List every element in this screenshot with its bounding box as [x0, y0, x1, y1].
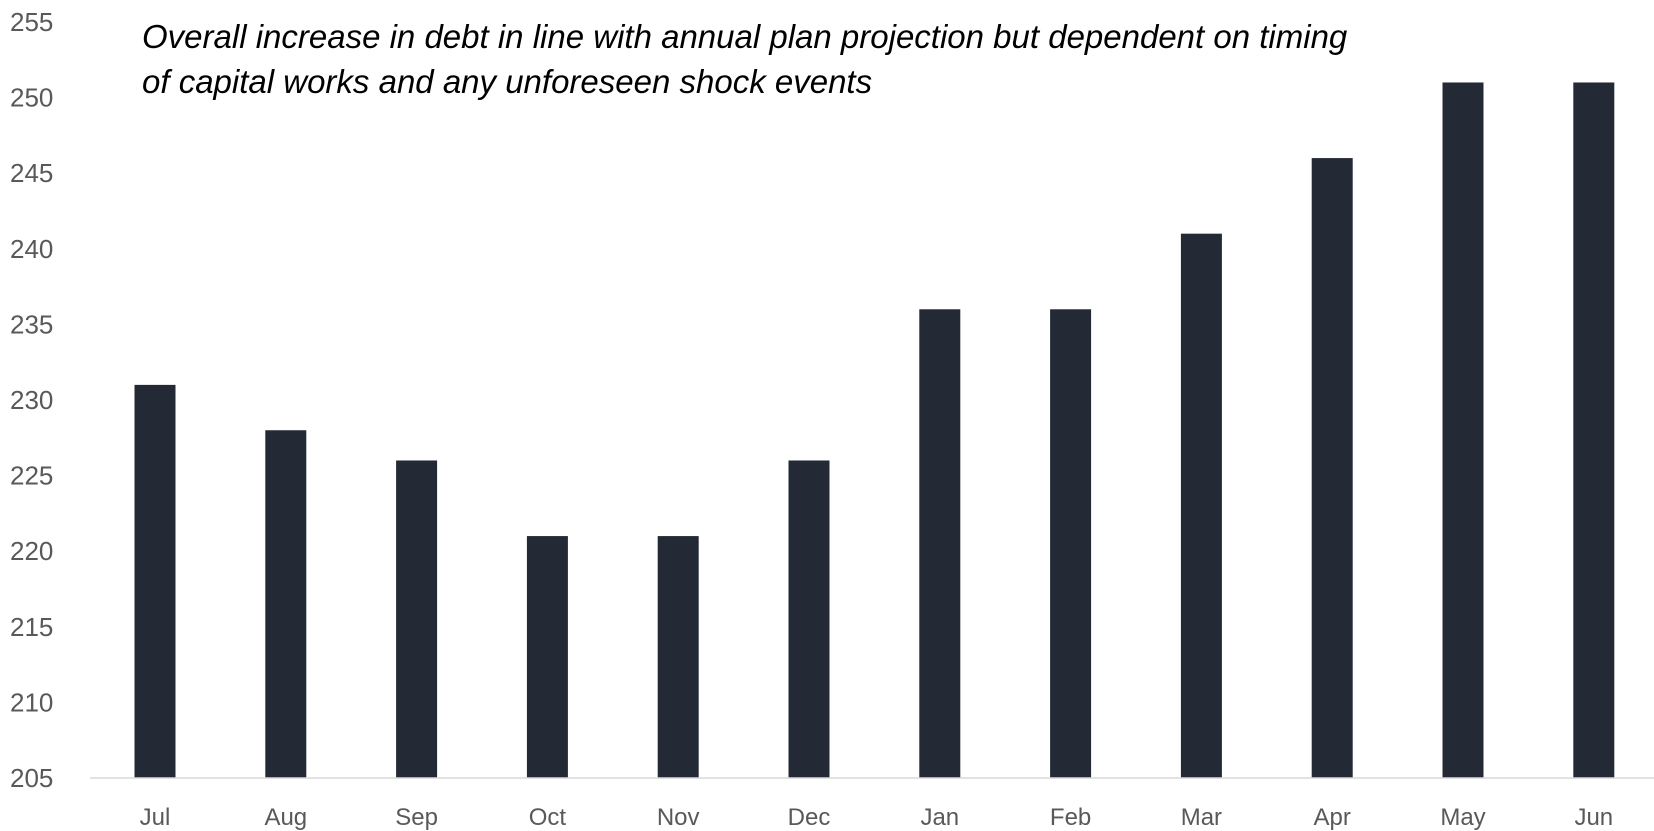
y-tick-label: 255: [10, 7, 53, 37]
y-tick-label: 245: [10, 158, 53, 188]
y-tick-label: 240: [10, 234, 53, 264]
x-tick-label-jun: Jun: [1574, 804, 1613, 831]
bar-may: [1442, 82, 1484, 779]
bar-aug: [265, 430, 307, 778]
bar-feb: [1050, 309, 1092, 778]
chart-title-line-2: of capital works and any unforeseen shoc…: [142, 63, 872, 100]
x-tick-label-dec: Dec: [788, 804, 831, 831]
x-tick-label-jan: Jan: [920, 804, 959, 831]
bars: [134, 82, 1615, 779]
x-axis: Jul Aug Sep Oct Nov Dec Jan Feb Mar Apr May Jun: [140, 804, 1613, 831]
chart-title-line-1: Overall increase in debt in line with an…: [142, 18, 1348, 55]
x-tick-label-jul: Jul: [140, 804, 171, 831]
bar-apr: [1311, 158, 1353, 778]
bar-oct: [526, 536, 568, 778]
y-axis: 205 210 215 220 225 230 235 240 245 250 255: [10, 7, 53, 793]
x-tick-label-mar: Mar: [1181, 804, 1222, 831]
y-tick-label: 225: [10, 461, 53, 491]
y-tick-label: 230: [10, 385, 53, 415]
x-tick-label-sep: Sep: [395, 804, 438, 831]
y-tick-label: 215: [10, 612, 53, 642]
y-tick-label: 235: [10, 309, 53, 339]
y-tick-label: 250: [10, 83, 53, 113]
x-tick-label-oct: Oct: [529, 804, 567, 831]
x-tick-label-nov: Nov: [657, 804, 700, 831]
y-tick-label: 210: [10, 687, 53, 717]
bar-dec: [788, 460, 830, 778]
bar-jan: [919, 309, 961, 778]
x-tick-label-may: May: [1440, 804, 1485, 831]
y-tick-label: 205: [10, 763, 53, 793]
bar-jun: [1573, 82, 1615, 779]
bar-nov: [657, 536, 699, 778]
bar-jul: [134, 384, 176, 778]
x-tick-label-feb: Feb: [1050, 804, 1091, 831]
bar-sep: [396, 460, 438, 778]
bar-mar: [1180, 233, 1222, 778]
y-tick-label: 220: [10, 536, 53, 566]
x-tick-label-apr: Apr: [1314, 804, 1351, 831]
x-tick-label-aug: Aug: [264, 804, 307, 831]
